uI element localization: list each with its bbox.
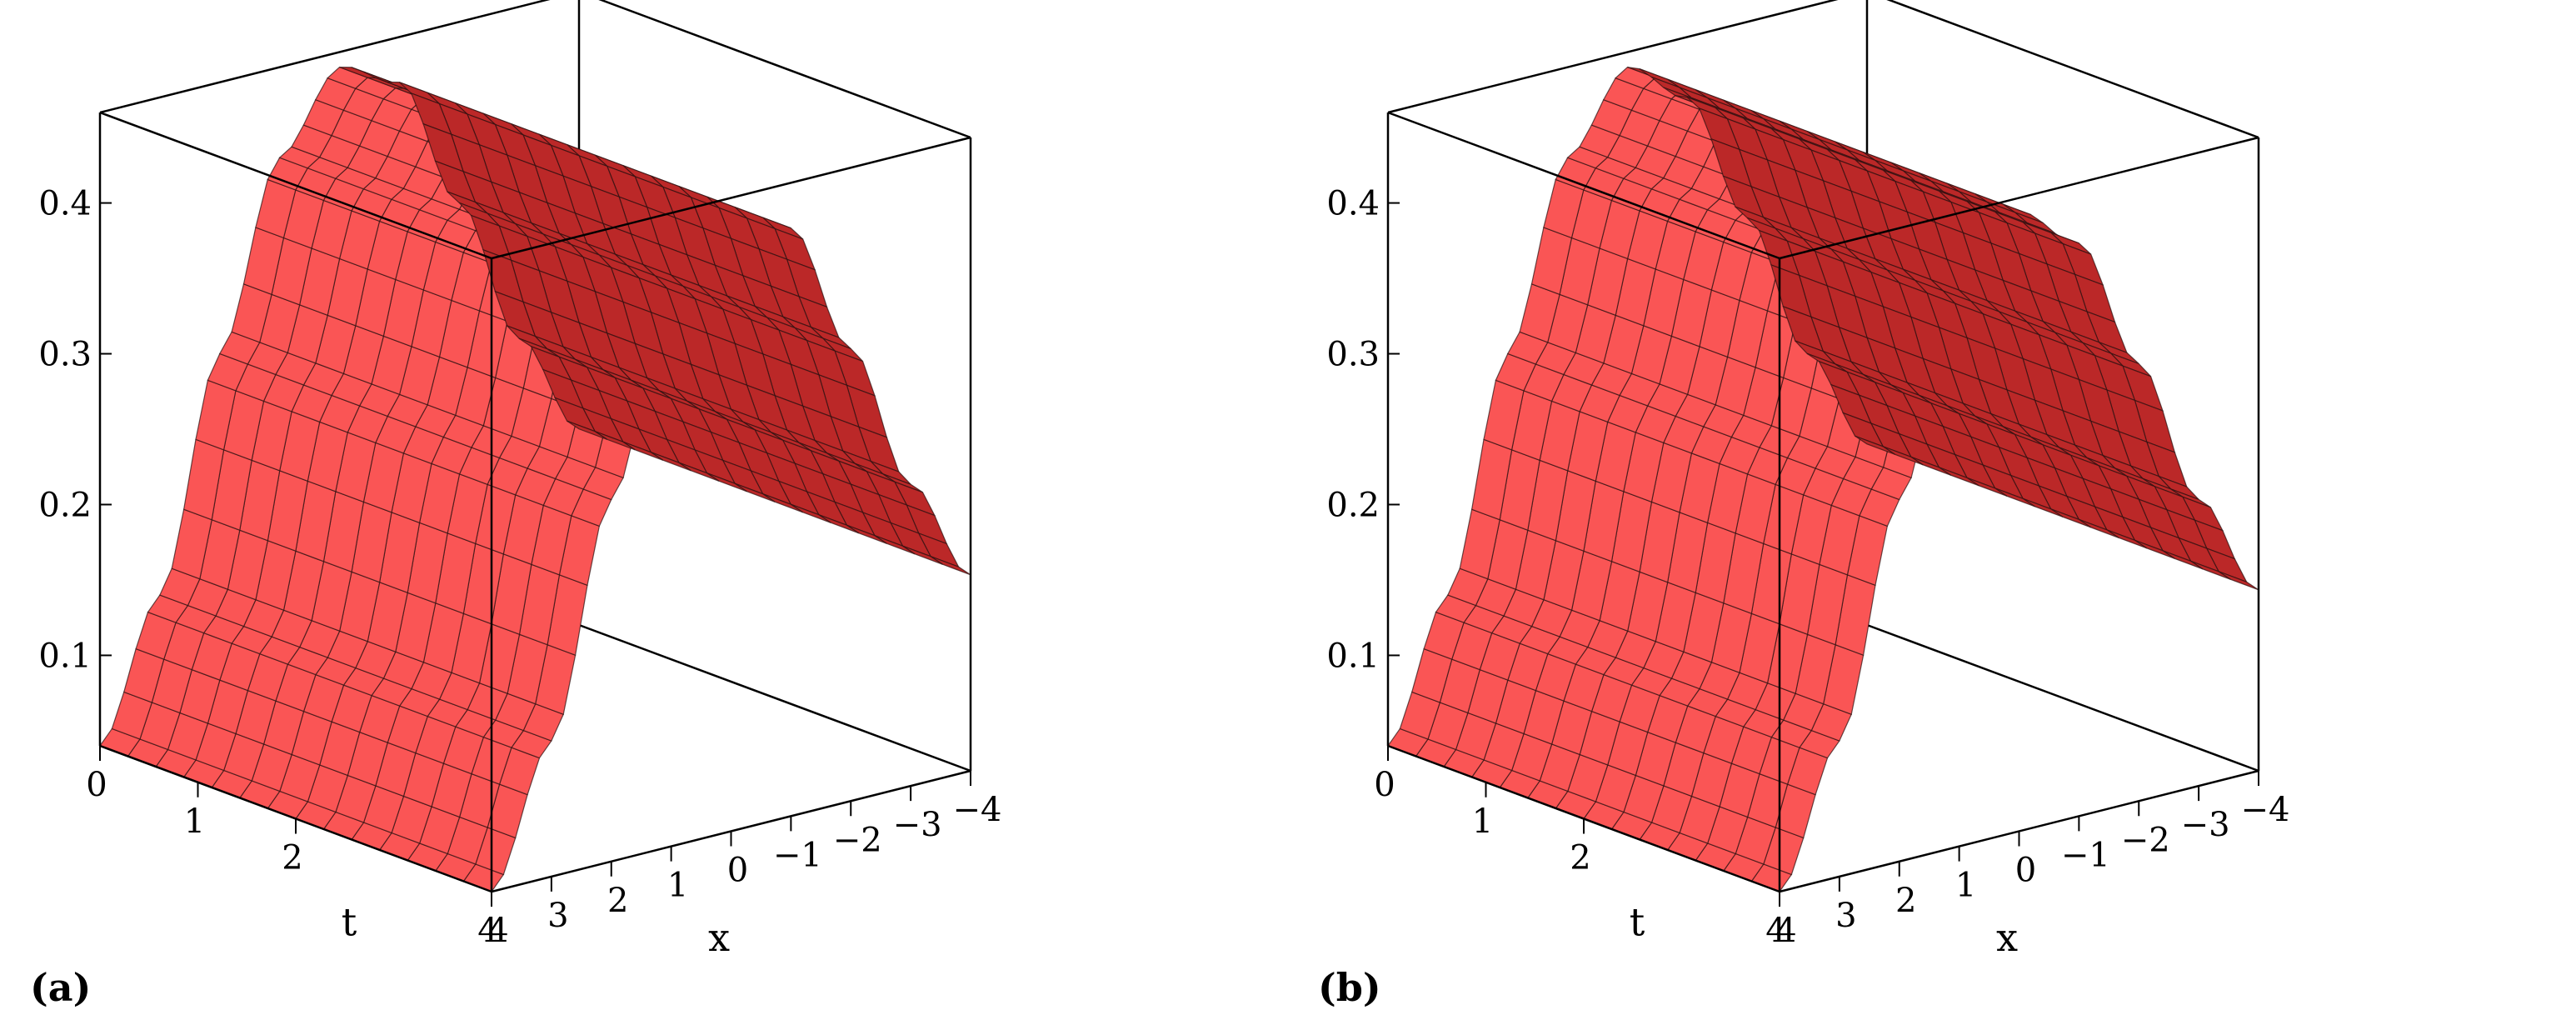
x-tick-label: −4 <box>953 791 1002 829</box>
t-axis-label: t <box>1630 900 1645 945</box>
x-tick-label: 1 <box>1955 867 1976 905</box>
x-tick-label: −1 <box>773 836 822 874</box>
t-tick-label: 2 <box>282 839 302 878</box>
z-tick-label: 0.2 <box>1326 486 1380 524</box>
x-tick-label: −1 <box>2061 836 2110 874</box>
x-tick-label: −4 <box>2241 791 2290 829</box>
t-tick-label: 0 <box>86 766 107 804</box>
surface-cell <box>567 420 607 440</box>
z-tick-label: 0.3 <box>1326 336 1380 374</box>
t-tick-label: 4 <box>477 912 498 950</box>
x-tick-label: 0 <box>727 852 748 890</box>
chart-panel-a: 0.1 0.2 0.3 0.4 0 1 2 4 t 4 3 2 1 0 −1 −2 −3 −4 x (a) <box>30 0 1001 1010</box>
panel-label-b: (b) <box>1318 965 1381 1010</box>
box-edge <box>99 111 492 260</box>
x-tick-label: 0 <box>2015 852 2036 890</box>
plot-group: 0.1 0.2 0.3 0.4 0 1 2 4 t 4 3 2 1 0 −1 −2 −3 −4 x <box>1326 0 2289 960</box>
box-edge <box>1387 111 1780 260</box>
x-tick-label: −3 <box>2181 806 2230 844</box>
x-tick-label: 2 <box>1895 882 1916 920</box>
x-axis-label: x <box>1996 915 2018 960</box>
x-tick-label: 3 <box>547 897 568 935</box>
x-tick-label: 3 <box>1835 897 1856 935</box>
box-edge <box>1886 0 2259 139</box>
x-tick-label: 1 <box>667 867 688 905</box>
t-tick-label: 1 <box>1472 802 1493 841</box>
t-tick-label: 2 <box>1570 839 1590 878</box>
box-edge <box>1779 136 2259 260</box>
z-tick-label: 0.1 <box>1326 637 1380 675</box>
z-tick-label: 0.4 <box>38 185 92 223</box>
box-edge <box>491 136 971 260</box>
panel-label-a: (a) <box>30 965 92 1010</box>
box-edge <box>99 0 551 114</box>
t-tick-label: 4 <box>1765 912 1786 950</box>
x-tick-label: −2 <box>2121 821 2170 859</box>
box-edge <box>578 623 971 772</box>
box-edge <box>598 0 971 139</box>
chart-panel-b: 0.1 0.2 0.3 0.4 0 1 2 4 t 4 3 2 1 0 −1 −2 −3 −4 x (b) <box>1288 0 2576 1030</box>
box-edge <box>1387 0 1839 114</box>
surface-plot-a: 0.1 0.2 0.3 0.4 0 1 2 4 t 4 3 2 1 0 −1 −2 −3 −4 x <box>38 0 1001 960</box>
t-axis-label: t <box>342 900 357 945</box>
z-tick-label: 0.3 <box>38 336 92 374</box>
t-tick-label: 0 <box>1374 766 1395 804</box>
x-axis-label: x <box>708 915 730 960</box>
x-tick-label: −3 <box>893 806 942 844</box>
t-tick-label: 1 <box>184 802 205 841</box>
surface-cell <box>1855 435 1895 455</box>
x-tick-label: −2 <box>833 821 882 859</box>
box-edge <box>1866 623 2259 772</box>
x-tick-label: 2 <box>607 882 628 920</box>
x-tick-label: 4 <box>1775 912 1796 950</box>
z-tick-label: 0.2 <box>38 486 92 524</box>
z-tick-label: 0.4 <box>1326 185 1380 223</box>
plot-group: 0.1 0.2 0.3 0.4 0 1 2 4 t 4 3 2 1 0 −1 −2 −3 −4 x <box>38 0 1001 960</box>
surface-plot-b: 0.1 0.2 0.3 0.4 0 1 2 4 t 4 3 2 1 0 −1 −2 −3 −4 x <box>1326 0 2289 960</box>
z-tick-label: 0.1 <box>38 637 92 675</box>
x-tick-label: 4 <box>487 912 508 950</box>
